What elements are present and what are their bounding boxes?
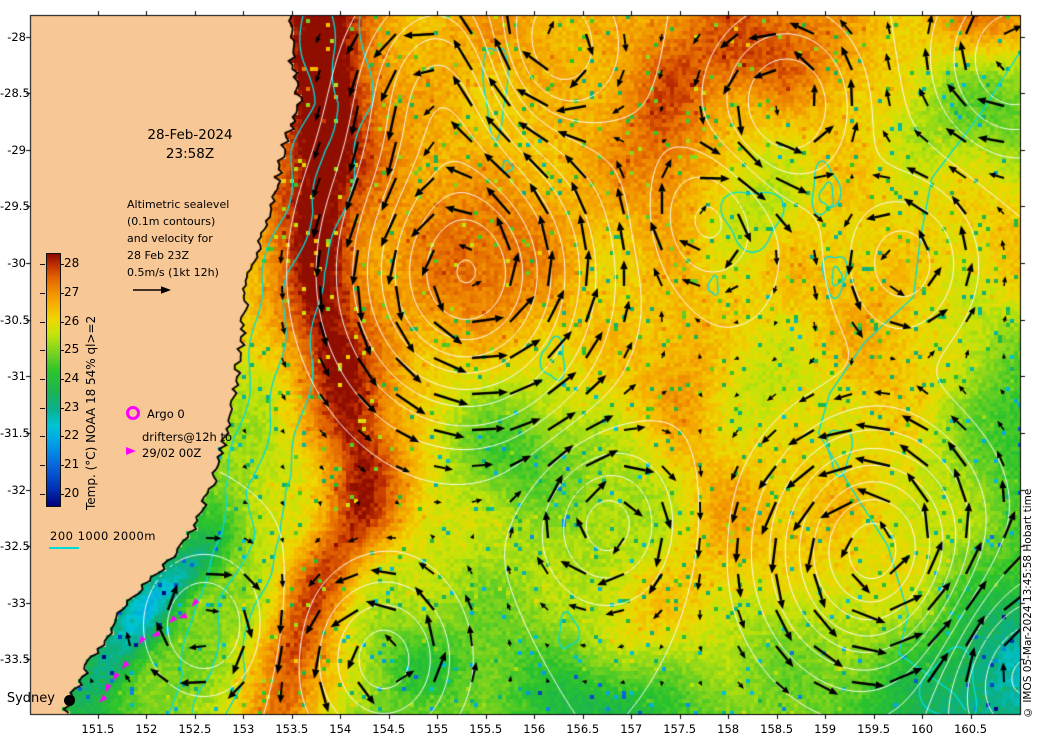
x-tick-label: 154 [329, 722, 352, 736]
colorbar-tick-mark [60, 264, 64, 266]
colorbar-tick-mark [40, 293, 45, 295]
x-tick-label: 159.5 [857, 722, 891, 736]
colorbar-tick-mark [40, 264, 45, 266]
annotation-line: 0.5m/s (1kt 12h) [127, 266, 219, 279]
y-tick-label: -31 [7, 369, 26, 384]
colorbar-tick-label: 27 [64, 285, 80, 300]
colorbar-tick-label: 20 [64, 485, 80, 500]
x-tick-label: 159 [814, 722, 837, 736]
annotation-line: 28 Feb 23Z [127, 249, 189, 262]
y-tick-label: -29.5 [0, 199, 30, 214]
y-tick-label: -28.5 [0, 86, 30, 101]
colorbar-tick-mark [40, 321, 45, 323]
x-tick-label: 160.5 [954, 722, 988, 736]
annotation-line: Altimetric sealevel [127, 198, 230, 211]
x-tick-label: 157 [620, 722, 643, 736]
colorbar-tick-mark [60, 464, 64, 466]
y-tick-label: -33.5 [0, 652, 30, 667]
colorbar-tick-mark [40, 379, 45, 380]
argo-label: Argo 0 [147, 407, 185, 421]
colorbar-tick-mark [60, 350, 64, 352]
colorbar-tick-label: 22 [64, 428, 80, 443]
drifter-label-line1: drifters@12h to [142, 430, 232, 444]
x-tick-label: 156 [523, 722, 546, 736]
y-tick-label: -30.5 [0, 312, 30, 327]
colorbar-tick-mark [40, 407, 45, 409]
x-tick-label: 155.5 [469, 722, 503, 736]
x-tick-label: 158.5 [760, 722, 794, 736]
y-tick-label: -31.5 [0, 425, 30, 440]
colorbar-tick-mark [40, 350, 45, 352]
x-tick-label: 155 [426, 722, 449, 736]
annotation-line: (0.1m contours) [127, 215, 216, 228]
x-tick-label: 160 [911, 722, 934, 736]
colorbar-tick-mark [40, 464, 45, 466]
x-tick-label: 154.5 [372, 722, 406, 736]
colorbar-tick-label: 23 [64, 399, 80, 414]
x-tick-label: 153.5 [275, 722, 309, 736]
colorbar-tick-mark [60, 407, 64, 409]
colorbar-tick-mark [40, 436, 45, 438]
y-tick-label: -29 [7, 142, 26, 157]
city-dot-sydney [64, 694, 76, 706]
timestamp-time: 23:58Z [165, 146, 215, 162]
argo-marker-icon [126, 406, 140, 420]
colorbar-tick-mark [60, 321, 64, 323]
y-tick-label: -30 [7, 256, 26, 271]
colorbar-tick-mark [60, 436, 64, 438]
drifter-label-line2: 29/02 00Z [142, 446, 202, 460]
bathymetry-legend-line [49, 547, 79, 549]
colorbar-tick-mark [60, 379, 64, 380]
y-tick-label: -28 [7, 29, 26, 44]
y-tick-label: -32.5 [0, 539, 30, 554]
colorbar-tick-mark [40, 493, 45, 495]
bathymetry-legend-label: 200 1000 2000m [50, 529, 156, 543]
colorbar-tick-label: 21 [64, 456, 80, 471]
timestamp-date: 28-Feb-2024 [147, 127, 233, 143]
y-tick-label: -33 [7, 595, 26, 610]
colorbar-tick-mark [60, 493, 64, 495]
x-tick-label: 158 [717, 722, 740, 736]
x-tick-label: 152 [135, 722, 158, 736]
colorbar-tick-label: 24 [64, 371, 80, 385]
copyright-credit: © IMOS 05-Mar-2024 13:45:58 Hobart time [1022, 488, 1034, 718]
velocity-scale-arrow-icon [133, 286, 171, 294]
x-tick-label: 153 [232, 722, 255, 736]
sealevel-annotation: Altimetric sealevel (0.1m contours) and … [127, 196, 229, 281]
x-tick-label: 156.5 [566, 722, 600, 736]
drifter-marker-icon [126, 447, 136, 455]
x-tick-label: 157.5 [663, 722, 697, 736]
annotation-line: and velocity for [127, 232, 213, 245]
colorbar-tick-label: 28 [64, 256, 80, 271]
y-tick-label: -32 [7, 482, 26, 497]
colorbar-tick-mark [60, 293, 64, 295]
colorbar-tick-label: 26 [64, 313, 80, 328]
city-label-sydney: Sydney [6, 691, 55, 706]
colorbar-tick-label: 25 [64, 342, 80, 357]
x-tick-label: 152.5 [178, 722, 212, 736]
colorbar-gradient [46, 253, 61, 507]
x-tick-label: 151.5 [81, 722, 115, 736]
timestamp-label: 28-Feb-2024 23:58Z [115, 126, 265, 164]
